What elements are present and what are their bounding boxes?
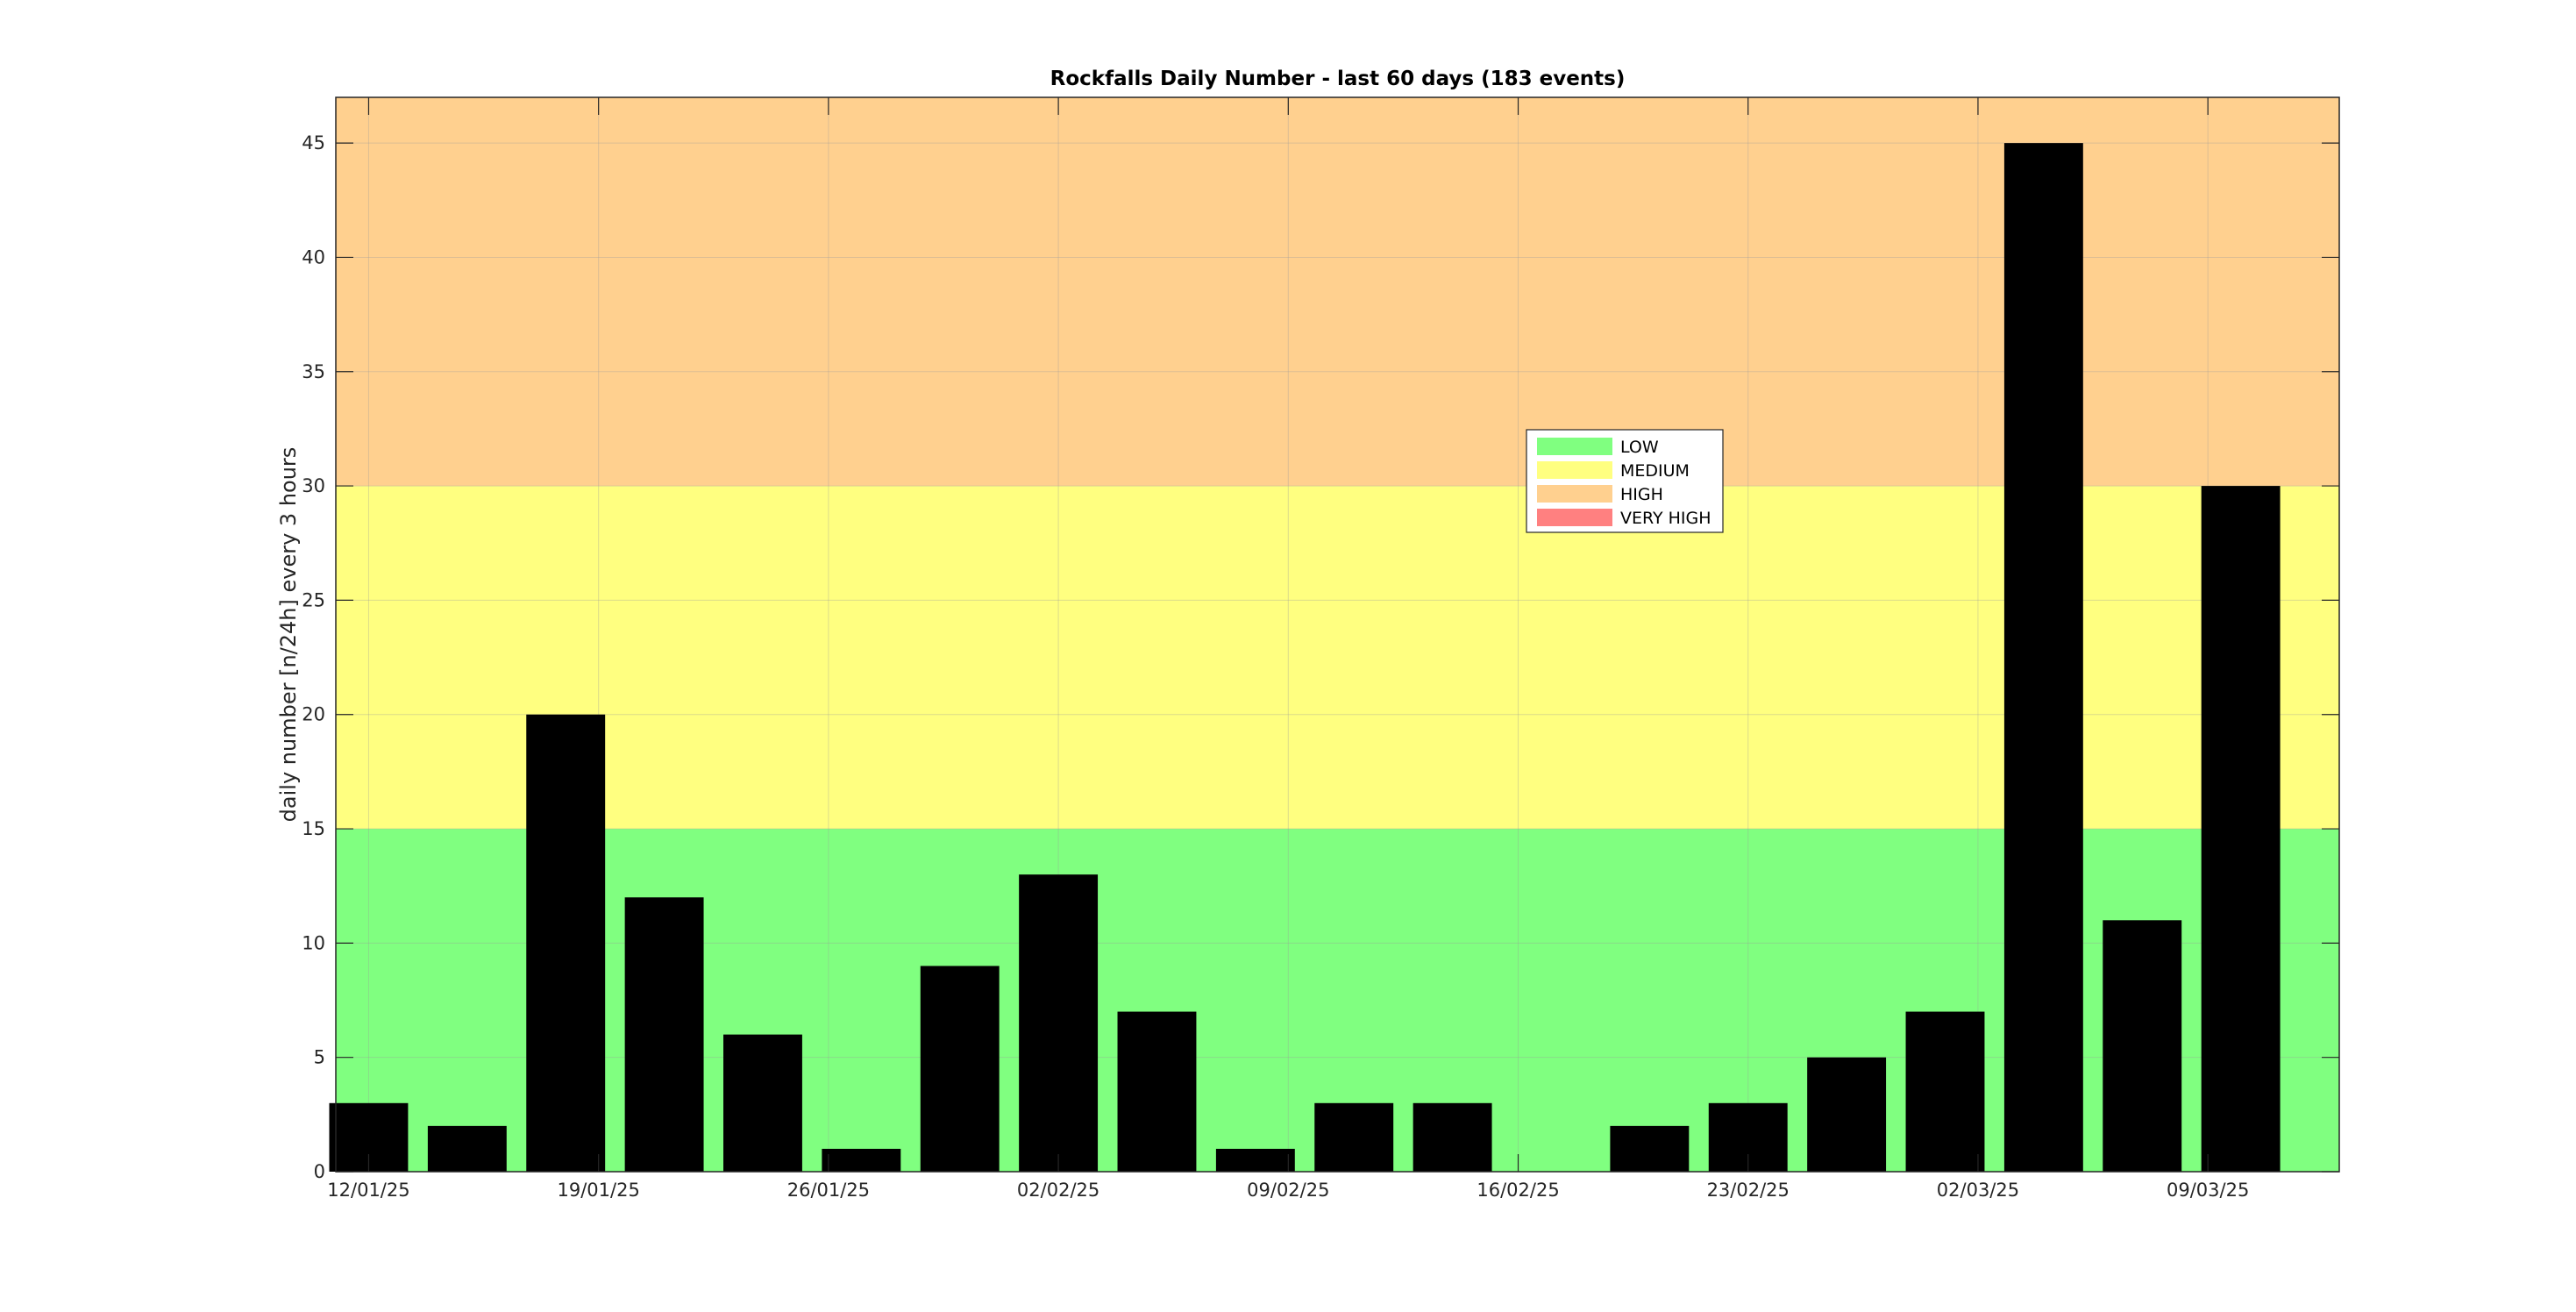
bar-2025-03-04	[2003, 143, 2083, 1172]
y-tick-label: 10	[302, 932, 325, 953]
y-axis-label: daily number [n/24h] every 3 hours	[276, 447, 301, 823]
y-tick-label: 15	[302, 818, 325, 839]
bar-2025-02-05	[1117, 1011, 1197, 1172]
x-tick-label: 12/01/25	[327, 1180, 409, 1201]
bar-2025-02-20	[1610, 1125, 1690, 1172]
plot-frame	[335, 96, 2340, 1173]
bar-2025-01-18	[526, 714, 606, 1172]
x-tick-label: 02/02/25	[1017, 1180, 1099, 1201]
legend-label-medium: MEDIUM	[1620, 461, 1690, 481]
bar-2025-02-08	[1215, 1148, 1295, 1172]
bars	[329, 143, 2281, 1172]
bar-2025-03-10	[2201, 486, 2281, 1172]
x-tick-label: 02/03/25	[1937, 1180, 2019, 1201]
bar-2025-01-21	[624, 897, 704, 1172]
legend-swatch-low	[1537, 438, 1612, 455]
bar-2025-01-27	[822, 1148, 901, 1172]
y-tick-label: 25	[302, 589, 325, 610]
chart-title: Rockfalls Daily Number - last 60 days (1…	[1050, 68, 1626, 90]
bar-2025-02-26	[1807, 1057, 1887, 1172]
y-tick-label: 5	[314, 1047, 325, 1068]
y-tick-label: 35	[302, 361, 325, 382]
legend-label-low: LOW	[1620, 438, 1659, 457]
legend-label-high: HIGH	[1620, 485, 1663, 504]
x-tick-label: 19/01/25	[558, 1180, 640, 1201]
x-tick-label: 23/02/25	[1707, 1180, 1790, 1201]
bar-2025-01-15	[427, 1125, 507, 1172]
x-tick-labels: 12/01/25 19/01/25 26/01/25 02/02/25 09/02/25…	[327, 1180, 2249, 1201]
y-tick-label: 0	[314, 1161, 325, 1182]
legend-swatch-high	[1537, 485, 1612, 503]
x-tick-label: 26/01/25	[787, 1180, 870, 1201]
y-tick-label: 40	[302, 246, 325, 267]
bar-2025-02-14	[1413, 1102, 1492, 1172]
bar-2025-03-01	[1905, 1011, 1985, 1172]
x-tick-label: 09/03/25	[2167, 1180, 2249, 1201]
bar-2025-03-07	[2103, 920, 2182, 1172]
bar-2025-02-11	[1314, 1102, 1394, 1172]
legend-swatch-medium	[1537, 461, 1612, 479]
bar-2025-01-24	[723, 1034, 802, 1172]
axis-ticks	[336, 97, 2339, 1173]
legend-label-very-high: VERY HIGH	[1620, 509, 1711, 528]
legend: LOW MEDIUM HIGH VERY HIGH	[1526, 429, 1724, 533]
bar-2025-01-30	[920, 966, 1000, 1172]
x-tick-label: 09/02/25	[1247, 1180, 1329, 1201]
x-tick-label: 16/02/25	[1477, 1180, 1559, 1201]
y-tick-label: 30	[302, 475, 325, 496]
y-tick-label: 20	[302, 704, 325, 725]
legend-swatch-very-high	[1537, 509, 1612, 526]
y-tick-label: 45	[302, 132, 325, 153]
y-tick-labels: 0 5 10 15 20 25 30 35 40 45	[302, 132, 325, 1182]
bar-2025-02-02	[1019, 874, 1099, 1172]
